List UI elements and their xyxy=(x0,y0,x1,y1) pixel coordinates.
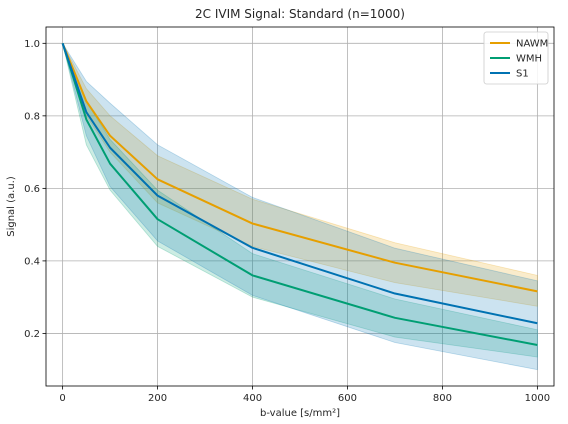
y-tick-label: 0.6 xyxy=(24,184,40,195)
y-tick-label: 0.8 xyxy=(24,111,40,122)
y-tick-label: 1.0 xyxy=(24,39,40,50)
y-tick-label: 0.2 xyxy=(24,329,40,340)
axis-ticks: 0 200 400 600 800 1000 0.2 0.4 0.6 0.8 1.0 xyxy=(24,39,550,404)
x-tick-label: 800 xyxy=(433,393,452,404)
band-s1 xyxy=(62,43,538,371)
series-line-nawm xyxy=(61,42,538,293)
x-tick-label: 1000 xyxy=(525,393,550,404)
x-tick-label: 200 xyxy=(148,393,167,404)
y-axis-label: Signal (a.u.) xyxy=(6,176,17,237)
x-tick-label: 600 xyxy=(338,393,357,404)
x-axis-label: b-value [s/mm²] xyxy=(260,408,340,419)
legend: NAWM WMH S1 xyxy=(483,31,549,85)
legend-label-wmh: WMH xyxy=(516,54,542,65)
x-tick-label: 0 xyxy=(59,393,65,404)
plot-frame xyxy=(45,26,555,387)
y-tick-label: 0.4 xyxy=(24,256,40,267)
chart-title: 2C IVIM Signal: Standard (n=1000) xyxy=(195,7,405,21)
legend-box xyxy=(483,31,549,85)
band-wmh xyxy=(62,43,538,358)
legend-label-nawm: NAWM xyxy=(516,39,548,50)
series-line-wmh xyxy=(61,43,538,347)
series-lines xyxy=(61,42,538,347)
x-tick-label: 400 xyxy=(243,393,262,404)
series-line-s1 xyxy=(61,42,538,325)
legend-label-s1: S1 xyxy=(516,69,529,80)
